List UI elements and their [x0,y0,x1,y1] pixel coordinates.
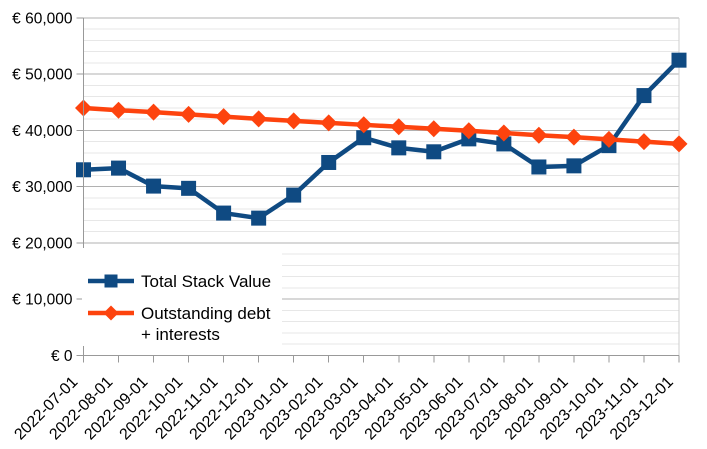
data-point-marker-diamond [565,128,583,146]
data-point-marker-diamond [180,105,198,123]
legend-background [82,248,282,346]
data-point-marker-square [566,158,582,174]
data-point-marker-square [391,140,407,156]
data-point-marker-diamond [495,124,513,142]
data-point-marker-square [251,210,267,226]
data-point-marker-square [671,52,687,68]
data-point-marker-square [181,180,197,196]
y-tick-label: € 50,000 [12,67,73,84]
data-point-marker-square [321,154,337,170]
data-point-marker-diamond [320,114,338,132]
data-point-marker-diamond [425,120,443,138]
data-point-marker-diamond [460,122,478,140]
legend: Total Stack Value Outstanding debt + inter… [82,248,282,346]
data-point-marker-square [636,88,652,104]
y-tick-label: € 10,000 [12,292,73,309]
y-tick-label: € 30,000 [12,179,73,196]
data-point-marker-diamond [670,135,688,153]
data-point-marker-square [111,160,127,176]
data-point-marker-square [356,130,372,146]
data-point-marker-diamond [110,101,128,119]
data-point-marker-diamond [390,118,408,136]
y-tick-label: € 20,000 [12,235,73,252]
data-point-marker-diamond [285,112,303,130]
data-point-marker-square [146,178,162,194]
y-tick-label: € 60,000 [12,11,73,28]
data-point-marker-diamond [145,103,163,121]
data-point-marker-diamond [635,133,653,151]
y-tick-label: € 0 [51,348,73,365]
data-point-marker-diamond [530,126,548,144]
data-point-marker-diamond [600,130,618,148]
legend-label: Total Stack Value [141,272,271,291]
data-point-marker-diamond [355,116,373,134]
x-axis-labels: 2022-07-012022-08-012022-09-012022-10-01… [11,374,676,444]
data-point-marker-square [426,144,442,160]
data-point-marker-square [216,205,232,221]
data-point-marker-diamond [215,108,233,126]
series-line [83,105,680,147]
data-point-marker-square [496,136,512,152]
legend-marker-square [104,274,118,288]
data-point-marker-square [531,159,547,175]
legend-label: Outstanding debt [141,304,271,323]
y-tick-label: € 40,000 [12,123,73,140]
data-point-marker-square [286,187,302,203]
y-axis-labels: € 0 € 10,000 € 20,000 € 30,000 € 40,000 € 50,… [12,11,73,365]
data-point-marker-diamond [250,110,268,128]
legend-marker-diamond [103,305,119,321]
legend-label: + interests [141,325,220,344]
series-outstanding-debt-interests [75,99,688,153]
